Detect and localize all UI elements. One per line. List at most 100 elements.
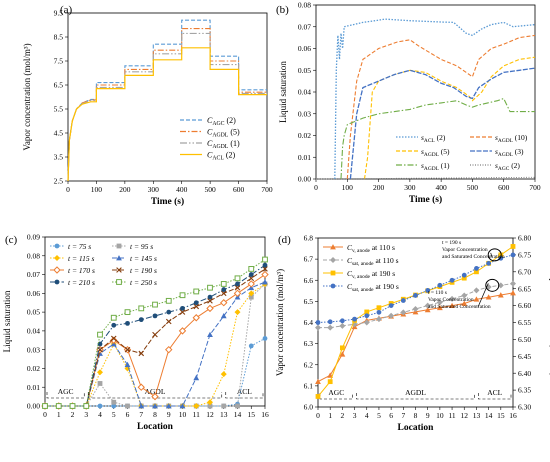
region-bracket: [356, 393, 475, 400]
data-point: [220, 371, 227, 378]
x-tick-label: 100: [91, 185, 103, 194]
data-point: [124, 309, 131, 316]
legend-marker: [116, 255, 122, 261]
legend-label: CAGC (2): [207, 116, 236, 127]
legend-tail: (5): [228, 128, 240, 137]
y-tick-label: 0.08: [298, 1, 311, 10]
annotation-text: t = 110 s: [428, 290, 447, 296]
x-tick-label: 8: [414, 411, 418, 420]
data-point: [497, 282, 504, 289]
data-point: [424, 306, 431, 313]
data-point: [165, 403, 172, 409]
y-tick-label: 4.5: [54, 129, 64, 138]
legend-marker: [116, 279, 122, 285]
x-tick-label: 3: [353, 411, 357, 420]
region-label: AGDL: [405, 388, 426, 397]
data-point: [220, 312, 227, 319]
y-tick-label: 6.0: [304, 403, 314, 412]
data-point: [235, 403, 240, 409]
data-point: [206, 304, 214, 313]
legend-subscript: ACL: [424, 138, 435, 144]
y-tick-label: 0.04: [298, 88, 311, 97]
data-point: [110, 335, 117, 342]
legend-marker: [116, 267, 122, 273]
y-tick-label: 0.09: [27, 233, 40, 242]
legend-symbol: s: [421, 161, 424, 170]
x-tick-label: 300: [148, 185, 160, 194]
series-line: [45, 259, 266, 407]
data-point: [137, 383, 145, 391]
legend-tail: (2): [435, 133, 446, 142]
y-right-tick-label: 6.30: [518, 403, 531, 412]
legend-subscript: sat, anode: [352, 287, 374, 293]
y-tick-label: 0.00: [27, 402, 40, 411]
data-point: [152, 403, 158, 409]
annotation-leader: [477, 283, 489, 308]
data-point: [437, 282, 443, 288]
legend-subscript: AGC: [498, 166, 510, 172]
annotation-circle: [487, 248, 502, 262]
y-tick-label: 6.7: [304, 255, 314, 264]
x-axis-title: Time (s): [151, 196, 184, 207]
data-point: [151, 392, 159, 401]
legend-symbol: C: [347, 282, 353, 291]
legend-symbol: s: [421, 133, 424, 142]
panel-label: (d): [278, 234, 291, 246]
data-point: [376, 309, 382, 315]
series-line: [346, 34, 536, 180]
data-point: [221, 403, 227, 409]
legend-tail: at 190 s: [370, 269, 395, 278]
x-tick-label: 13: [220, 410, 228, 419]
y-tick-label: 0.02: [298, 131, 311, 140]
x-tick-label: 15: [248, 410, 256, 419]
data-point: [375, 316, 382, 323]
data-point: [111, 403, 117, 409]
data-point: [461, 272, 467, 278]
x-tick-label: 0: [43, 410, 47, 419]
x-tick-label: 7: [139, 410, 143, 419]
data-point: [376, 305, 382, 311]
data-point: [436, 304, 443, 311]
data-point: [461, 292, 468, 299]
y-tick-label: 0.05: [298, 66, 311, 75]
legend-label: sAGDL (5): [421, 147, 450, 158]
data-point: [449, 302, 455, 308]
x-tick-label: 12: [206, 410, 214, 419]
x-tick-label: 5: [112, 410, 116, 419]
data-point: [138, 403, 145, 409]
legend-tail: at 110 s: [374, 256, 399, 265]
y-tick-label: 0.03: [298, 109, 311, 118]
data-point: [165, 345, 173, 354]
series-line: [340, 97, 535, 180]
legend-label: t = 115 s: [68, 254, 94, 263]
x-tick-label: 2: [71, 410, 75, 419]
x-tick-label: 15: [497, 411, 505, 420]
data-point: [165, 297, 172, 304]
legend-subscript: v, anode: [352, 274, 371, 280]
x-tick-label: 7: [401, 411, 405, 420]
data-point: [413, 293, 418, 298]
data-point: [207, 399, 213, 406]
legend-symbol: s: [495, 161, 498, 170]
x-tick-label: 16: [261, 410, 269, 419]
data-point: [110, 314, 117, 321]
data-point: [339, 318, 345, 324]
annotation-text: t = 190 s: [442, 240, 461, 246]
data-point: [179, 309, 186, 315]
data-point: [152, 301, 158, 308]
data-point: [449, 277, 455, 283]
data-point: [327, 379, 333, 385]
data-point: [461, 275, 467, 281]
region-label: AGC: [58, 387, 74, 396]
legend-subscript: sat, anode: [352, 261, 374, 267]
data-point: [497, 292, 504, 298]
legend-symbol: s: [495, 147, 498, 156]
x-tick-label: 4: [365, 411, 369, 420]
legend-label: sACL (2): [421, 133, 446, 144]
data-point: [315, 324, 321, 331]
data-point: [510, 244, 516, 249]
y-right-tick-label: 6.35: [518, 386, 531, 395]
y-axis-title: Vapor concentration (mol/m³): [275, 269, 285, 376]
legend-marker: [54, 255, 60, 261]
